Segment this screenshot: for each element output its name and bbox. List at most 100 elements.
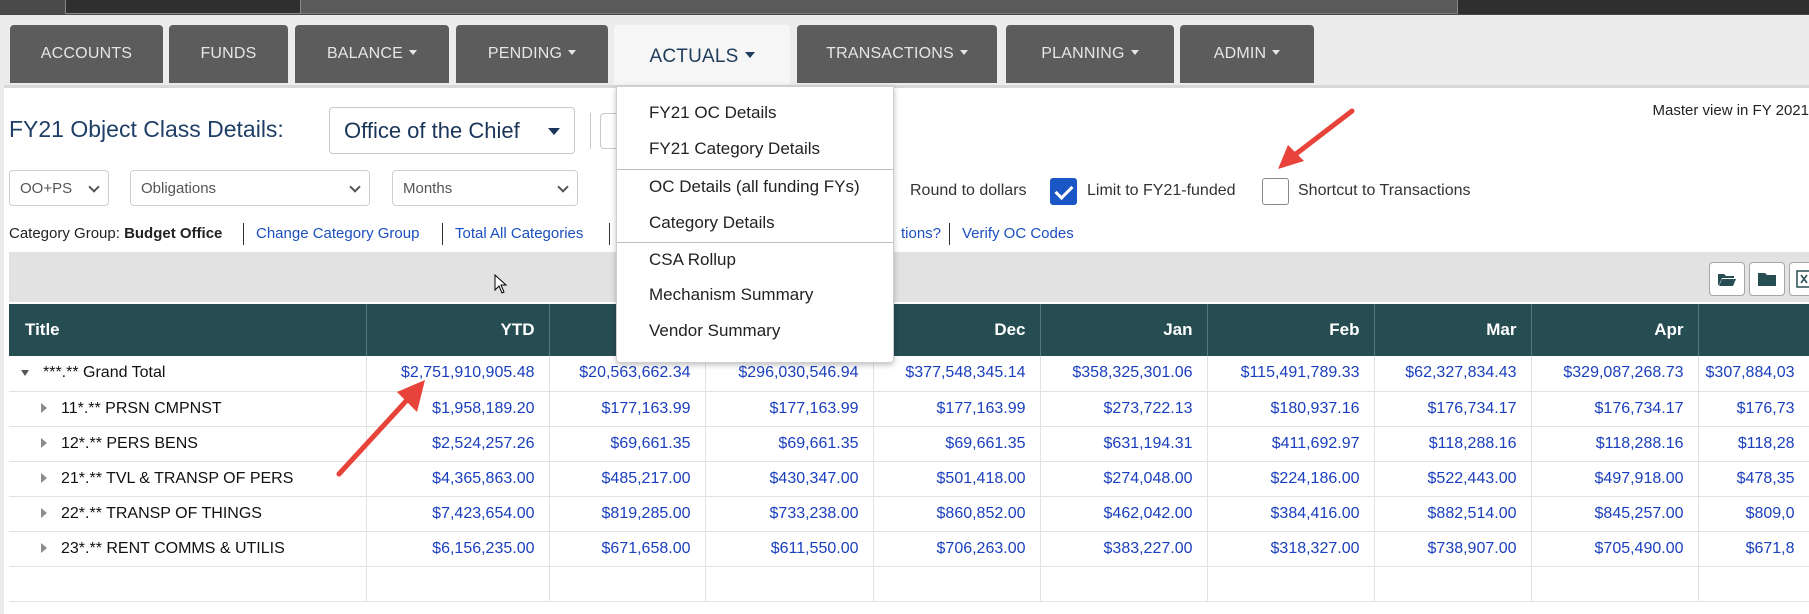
menu-item-mechanism-summary[interactable]: Mechanism Summary [649, 285, 814, 304]
folder-open-icon[interactable] [1709, 262, 1745, 296]
amount-cell[interactable]: $705,490.00 [1531, 531, 1699, 567]
amount-cell[interactable]: $7,423,654.00 [366, 496, 550, 532]
amount-cell[interactable]: $224,186.00 [1207, 461, 1375, 497]
tab-funds[interactable]: FUNDS [169, 25, 288, 83]
amount-cell[interactable]: $2,524,257.26 [366, 426, 550, 462]
amount-cell[interactable]: $845,257.00 [1531, 496, 1699, 532]
amount-cell[interactable]: $115,491,789.33 [1207, 356, 1375, 392]
expand-triangle-icon[interactable] [41, 508, 47, 519]
table-row[interactable]: 23*.** RENT COMMS & UTILIS $6,156,235.00 $… [9, 531, 1809, 567]
expand-triangle-icon[interactable] [41, 438, 47, 449]
amount-cell[interactable]: $671,658.00 [549, 531, 706, 567]
amount-cell[interactable]: $738,907.00 [1374, 531, 1532, 567]
limit-checkbox[interactable] [1050, 178, 1077, 205]
collapse-triangle-icon[interactable] [21, 370, 29, 377]
change-category-link[interactable]: Change Category Group [256, 225, 420, 242]
months-select[interactable]: Months [392, 170, 578, 206]
total-categories-link[interactable]: Total All Categories [455, 225, 584, 242]
amount-cell[interactable]: $6,156,235.00 [366, 531, 550, 567]
amount-cell[interactable]: $478,35 [1698, 461, 1809, 497]
tab-balance[interactable]: BALANCE [295, 25, 449, 83]
column-header[interactable]: Title [9, 304, 367, 356]
amount-cell[interactable] [1698, 566, 1809, 602]
folder-icon[interactable] [1749, 262, 1785, 296]
partial-link[interactable]: tions? [901, 225, 942, 242]
amount-cell[interactable]: $462,042.00 [1040, 496, 1208, 532]
amount-cell[interactable]: $501,418.00 [873, 461, 1041, 497]
amount-cell[interactable]: $177,163.99 [873, 391, 1041, 427]
menu-item-fy21-category-details[interactable]: FY21 Category Details [649, 139, 821, 158]
amount-cell[interactable]: $329,087,268.73 [1531, 356, 1699, 392]
expand-triangle-icon[interactable] [41, 473, 47, 484]
amount-cell[interactable]: $377,548,345.14 [873, 356, 1041, 392]
column-header[interactable]: Feb [1207, 304, 1375, 356]
amount-cell[interactable]: $733,238.00 [705, 496, 874, 532]
amount-cell[interactable] [1531, 566, 1699, 602]
amount-cell[interactable] [366, 566, 550, 602]
table-row[interactable]: 12*.** PERS BENS $2,524,257.26 $69,661.35 $… [9, 426, 1809, 462]
amount-cell[interactable]: $274,048.00 [1040, 461, 1208, 497]
amount-cell[interactable]: $69,661.35 [705, 426, 874, 462]
amount-cell[interactable]: $176,734.17 [1374, 391, 1532, 427]
secondary-select[interactable] [600, 113, 620, 149]
tab-planning[interactable]: PLANNING [1006, 25, 1174, 83]
amount-cell[interactable]: $860,852.00 [873, 496, 1041, 532]
amount-cell[interactable]: $118,288.16 [1374, 426, 1532, 462]
tab-transactions[interactable]: TRANSACTIONS [797, 25, 997, 83]
column-header[interactable]: Mar [1374, 304, 1532, 356]
excel-icon[interactable] [1789, 262, 1809, 296]
amount-cell[interactable]: $118,288.16 [1531, 426, 1699, 462]
amount-cell[interactable]: $522,443.00 [1374, 461, 1532, 497]
amount-cell[interactable] [873, 566, 1041, 602]
amount-cell[interactable]: $671,8 [1698, 531, 1809, 567]
expand-triangle-icon[interactable] [41, 403, 47, 414]
menu-item-vendor-summary[interactable]: Vendor Summary [649, 321, 781, 340]
amount-cell[interactable]: $177,163.99 [705, 391, 874, 427]
amount-cell[interactable]: $819,285.00 [549, 496, 706, 532]
column-header[interactable]: Jan [1040, 304, 1208, 356]
amount-cell[interactable]: $882,514.00 [1374, 496, 1532, 532]
amount-cell[interactable]: $706,263.00 [873, 531, 1041, 567]
amount-cell[interactable] [1040, 566, 1208, 602]
amount-cell[interactable]: $318,327.00 [1207, 531, 1375, 567]
amount-cell[interactable]: $411,692.97 [1207, 426, 1375, 462]
office-select[interactable]: Office of the Chief [329, 107, 575, 154]
tab-actuals[interactable]: ACTUALS [614, 25, 790, 89]
tab-admin[interactable]: ADMIN [1180, 25, 1314, 83]
column-header[interactable]: Dec [873, 304, 1041, 356]
amount-cell[interactable]: $485,217.00 [549, 461, 706, 497]
amount-cell[interactable] [705, 566, 874, 602]
table-row[interactable]: 21*.** TVL & TRANSP OF PERS $4,365,863.00… [9, 461, 1809, 497]
table-row[interactable]: 22*.** TRANSP OF THINGS $7,423,654.00 $819… [9, 496, 1809, 532]
amount-cell[interactable]: $384,416.00 [1207, 496, 1375, 532]
oo-ps-select[interactable]: OO+PS [9, 170, 109, 206]
table-row[interactable]: 11*.** PRSN CMPNST $1,958,189.20 $177,163.… [9, 391, 1809, 427]
menu-item-fy21-oc-details[interactable]: FY21 OC Details [649, 103, 777, 122]
amount-cell[interactable]: $273,722.13 [1040, 391, 1208, 427]
amount-cell[interactable]: $176,734.17 [1531, 391, 1699, 427]
amount-cell[interactable] [1374, 566, 1532, 602]
tab-pending[interactable]: PENDING [456, 25, 608, 83]
amount-cell[interactable]: $307,884,03 [1698, 356, 1809, 392]
amount-cell[interactable]: $62,327,834.43 [1374, 356, 1532, 392]
menu-item-category-details[interactable]: Category Details [649, 213, 775, 232]
amount-cell[interactable]: $383,227.00 [1040, 531, 1208, 567]
column-header[interactable]: YTD [366, 304, 550, 356]
expand-triangle-icon[interactable] [41, 543, 47, 554]
amount-cell[interactable]: $118,28 [1698, 426, 1809, 462]
amount-cell[interactable]: $69,661.35 [873, 426, 1041, 462]
amount-cell[interactable]: $180,937.16 [1207, 391, 1375, 427]
table-row[interactable]: ***.** Grand Total $2,751,910,905.48 $20,5… [9, 356, 1809, 392]
shortcut-checkbox[interactable] [1262, 178, 1289, 205]
amount-cell[interactable]: $2,751,910,905.48 [366, 356, 550, 392]
verify-oc-link[interactable]: Verify OC Codes [962, 225, 1074, 242]
amount-cell[interactable]: $809,0 [1698, 496, 1809, 532]
amount-cell[interactable]: $611,550.00 [705, 531, 874, 567]
obligations-select[interactable]: Obligations [130, 170, 370, 206]
menu-item-csa-rollup[interactable]: CSA Rollup [649, 250, 736, 269]
menu-item-oc-details-all[interactable]: OC Details (all funding FYs) [649, 177, 860, 196]
tab-accounts[interactable]: ACCOUNTS [10, 25, 163, 83]
amount-cell[interactable] [549, 566, 706, 602]
amount-cell[interactable]: $430,347.00 [705, 461, 874, 497]
amount-cell[interactable]: $176,73 [1698, 391, 1809, 427]
